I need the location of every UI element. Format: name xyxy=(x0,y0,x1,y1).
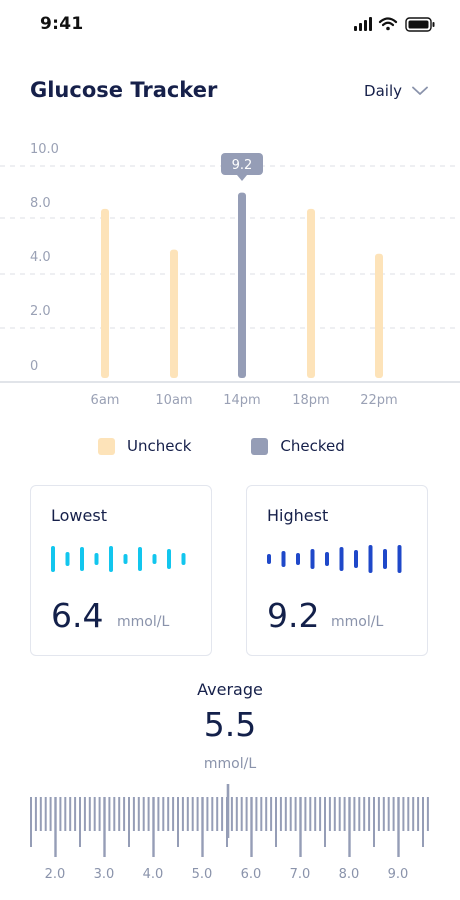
ruler-label: 8.0 xyxy=(339,867,360,882)
ruler-label: 5.0 xyxy=(192,867,213,882)
average-unit: mmol/L xyxy=(0,756,460,772)
average-ruler[interactable]: 2.0 3.0 4.0 5.0 6.0 7.0 8.0 9.0 xyxy=(0,780,460,890)
chevron-down-icon xyxy=(412,86,428,96)
highest-unit: mmol/L xyxy=(331,614,383,630)
lowest-value: 6.4 xyxy=(51,596,103,635)
status-icons xyxy=(354,14,438,34)
highest-value: 9.2 xyxy=(267,596,319,635)
wifi-icon xyxy=(380,19,396,31)
wave-bar xyxy=(354,550,358,568)
lowest-title: Lowest xyxy=(51,506,107,525)
wave-bar xyxy=(124,554,128,564)
bar-18pm xyxy=(307,209,315,378)
x-tick-label: 14pm xyxy=(223,393,260,408)
average-value: 5.5 xyxy=(0,705,460,744)
highest-wave-icon xyxy=(266,544,416,574)
wave-bar xyxy=(267,554,271,564)
legend-item-checked: Checked xyxy=(251,437,344,455)
ruler-label: 4.0 xyxy=(143,867,164,882)
ruler-label: 6.0 xyxy=(241,867,262,882)
highest-title: Highest xyxy=(267,506,328,525)
ruler-label: 7.0 xyxy=(290,867,311,882)
wave-bar xyxy=(66,552,70,566)
y-tick-label: 0 xyxy=(30,359,38,374)
bar-10am xyxy=(170,250,178,378)
wave-bar xyxy=(369,545,373,573)
bar-6am xyxy=(101,209,109,378)
range-dropdown-label: Daily xyxy=(364,82,402,100)
bar-22pm xyxy=(375,254,383,378)
x-tick-label: 10am xyxy=(155,393,192,408)
y-tick-label: 4.0 xyxy=(30,250,51,265)
wave-bar xyxy=(340,547,344,571)
wave-bar xyxy=(138,547,142,571)
wave-bar xyxy=(383,549,387,569)
wave-bar xyxy=(109,546,113,572)
x-tick-label: 6am xyxy=(91,393,120,408)
wave-bar xyxy=(282,551,286,567)
lowest-card[interactable]: Lowest 6.4 mmol/L xyxy=(30,485,212,656)
ruler-label: 3.0 xyxy=(94,867,115,882)
y-tick-label: 2.0 xyxy=(30,304,51,319)
wave-bar xyxy=(153,554,157,564)
average-label: Average xyxy=(0,680,460,699)
x-tick-label: 18pm xyxy=(292,393,329,408)
wave-bar xyxy=(80,547,84,571)
x-tick-label: 22pm xyxy=(360,393,397,408)
wave-bar xyxy=(296,553,300,565)
wave-bar xyxy=(182,553,186,565)
tooltip-pointer xyxy=(237,175,247,181)
page-title: Glucose Tracker xyxy=(30,78,217,102)
glucose-bar-chart: 0 2.0 4.0 8.0 10.0 6am 10am 14pm 9.2 18pm 22pm xyxy=(0,140,460,415)
ruler-label: 9.0 xyxy=(388,867,409,882)
tooltip-value: 9.2 xyxy=(232,158,253,173)
wave-bar xyxy=(51,546,55,572)
battery-icon xyxy=(406,18,435,31)
legend-swatch-checked xyxy=(251,438,268,455)
signal-icon xyxy=(354,17,372,31)
chart-legend: Uncheck Checked xyxy=(98,437,345,455)
wave-bar xyxy=(325,552,329,566)
y-tick-label: 8.0 xyxy=(30,196,51,211)
legend-swatch-uncheck xyxy=(98,438,115,455)
ruler-label: 2.0 xyxy=(45,867,66,882)
lowest-unit: mmol/L xyxy=(117,614,169,630)
wave-bar xyxy=(167,549,171,569)
legend-label-checked: Checked xyxy=(280,437,344,455)
range-dropdown[interactable]: Daily xyxy=(364,82,428,100)
legend-item-uncheck: Uncheck xyxy=(98,437,191,455)
bar-14pm xyxy=(238,193,246,378)
status-time: 9:41 xyxy=(40,14,83,34)
wave-bar xyxy=(95,553,99,565)
wave-bar xyxy=(398,545,402,573)
lowest-wave-icon xyxy=(50,544,200,574)
highest-card[interactable]: Highest 9.2 mmol/L xyxy=(246,485,428,656)
legend-label-uncheck: Uncheck xyxy=(127,437,191,455)
wave-bar xyxy=(311,549,315,569)
y-tick-label: 10.0 xyxy=(30,142,59,157)
